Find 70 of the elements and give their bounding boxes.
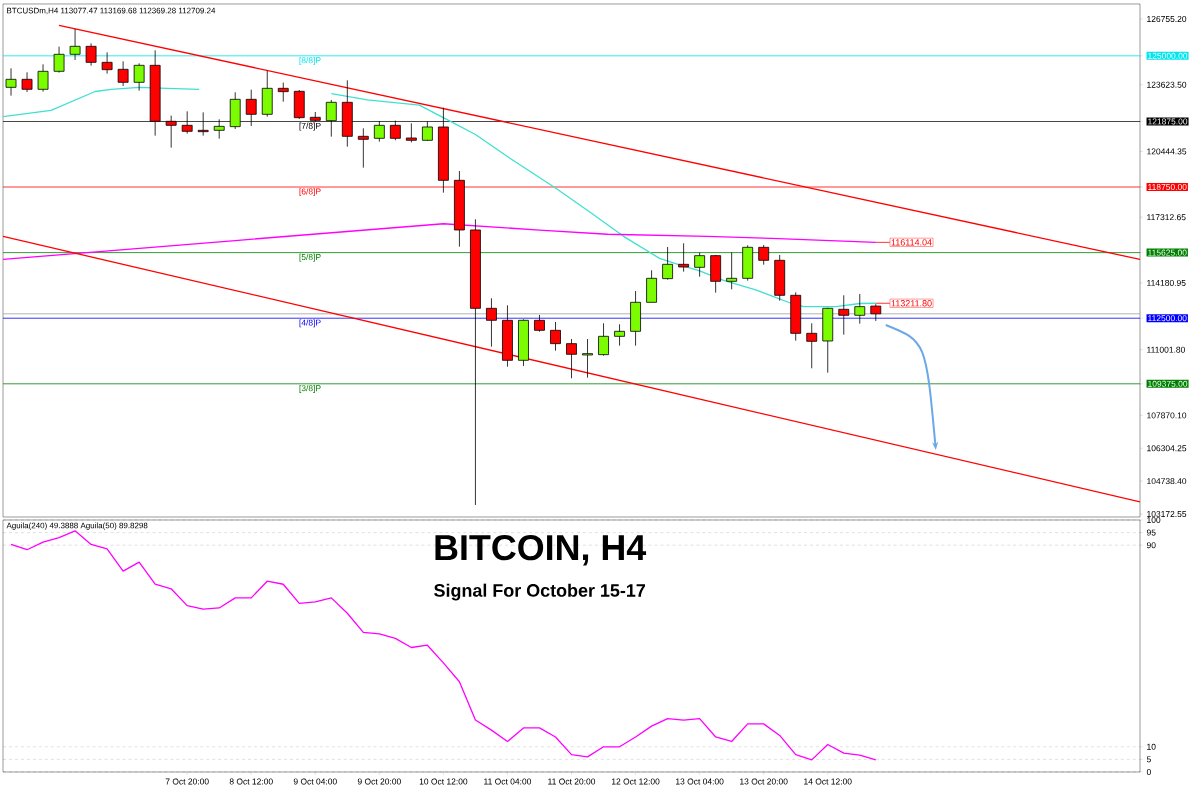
candlestick [582,338,593,379]
candlestick [21,71,33,93]
y-tick-label: 112500.00 [1148,315,1187,322]
x-tick-label: 8 Oct 12:00 [229,778,273,785]
y-tick-label: 0 [1146,768,1151,775]
candlestick [598,322,609,357]
x-tick-label: 11 Oct 20:00 [548,778,596,785]
ref-line-label: [3/8]P [299,384,321,393]
candlestick [277,82,289,103]
candlestick [726,251,738,290]
candlestick [117,60,129,87]
y-tick-label: 109375.00 [1148,380,1188,387]
candlestick [614,323,625,347]
candlestick [694,252,706,278]
candlestick [486,297,497,348]
candlestick [53,46,65,74]
y-tick-label: 106304.25 [1147,445,1187,452]
y-tick-label: 111001.80 [1147,346,1185,353]
x-tick-label: 10 Oct 12:00 [419,778,468,785]
chart-title: BITCOIN, H4 [435,534,647,566]
y-tick-label: 90 [1146,542,1156,549]
candlestick [5,67,17,97]
candlestick [550,321,561,352]
x-tick-label: 9 Oct 20:00 [357,778,401,785]
line-series [10,530,877,761]
annotation: 116114.04 [891,239,932,246]
x-tick-label: 13 Oct 20:00 [740,778,788,785]
y-tick-label: 104738.40 [1147,478,1187,485]
ref-line-label: [7/8]P [299,122,321,131]
x-tick-label: 12 Oct 12:00 [611,778,660,785]
y-tick-label: 114180.95 [1147,279,1186,286]
y-tick-label: 123623.50 [1147,81,1187,88]
ref-line-label: [5/8]P [299,253,321,262]
candlestick [566,338,577,379]
y-tick-label: 5 [1146,756,1151,763]
candlestick [357,127,369,169]
x-tick-label: 14 Oct 12:00 [804,778,852,785]
text: Signal For October 15-17 [434,583,646,601]
y-tick-label: 121875.00 [1148,118,1188,125]
candlestick [758,244,770,266]
y-tick-label: 120444.35 [1147,148,1187,155]
candlestick [854,293,866,325]
y-tick-label: 100 [1147,516,1161,523]
y-tick-label: 10 [1147,743,1156,750]
y-tick-label: 107870.10 [1147,412,1187,419]
candlestick [646,269,657,303]
y-tick-label: 126755.20 [1147,15,1187,22]
annotation: 113211.80 [891,300,932,307]
x-tick-label: 11 Oct 04:00 [484,778,532,785]
ref-line-label: [6/8]P [299,188,321,197]
y-tick-label: 125000.00 [1148,52,1188,59]
candlestick [101,51,113,75]
candlestick [662,246,674,281]
y-tick-label: 117312.65 [1147,214,1186,221]
ref-line-label: [8/8]P [299,57,321,65]
candlestick [37,63,49,93]
candlestick [838,294,850,336]
candlestick [69,28,81,61]
candlestick [806,322,818,369]
x-tick-label: 9 Oct 04:00 [293,778,337,785]
candlestick [678,242,690,273]
x-tick-label: 7 Oct 20:00 [165,778,209,785]
y-tick-label: 103172.55 [1147,511,1187,517]
ref-line-label: [4/8]P [299,319,321,328]
candlestick [85,42,97,67]
candlestick [133,62,145,92]
x-tick-label: 13 Oct 04:00 [676,778,724,785]
y-tick-label: 118750.00 [1148,184,1187,191]
y-tick-label: 115625.00 [1148,249,1187,256]
y-tick-label: 95 [1146,529,1156,536]
